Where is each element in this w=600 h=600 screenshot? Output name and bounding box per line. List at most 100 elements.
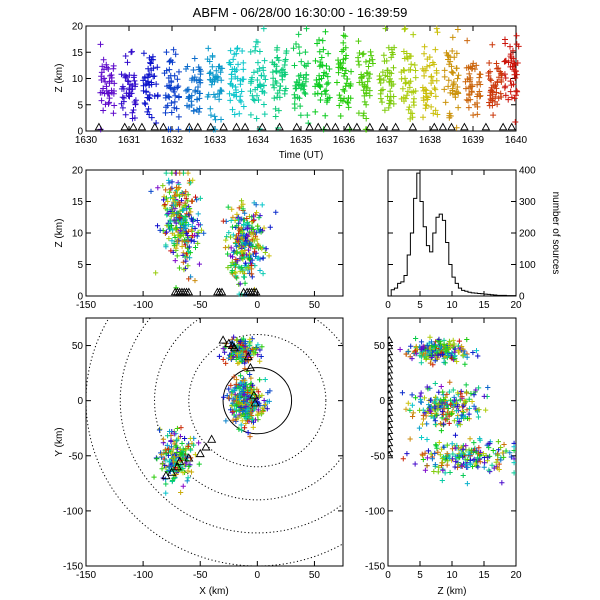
source-mark xyxy=(464,336,470,343)
source-mark xyxy=(440,411,446,418)
source-mark xyxy=(490,112,497,119)
source-mark xyxy=(320,46,327,53)
source-mark xyxy=(465,464,471,470)
source-mark xyxy=(260,67,267,74)
source-mark xyxy=(302,49,309,56)
source-mark xyxy=(442,360,448,366)
source-mark xyxy=(189,217,195,223)
source-mark xyxy=(196,105,203,112)
source-mark xyxy=(171,217,177,223)
source-mark xyxy=(180,483,186,489)
source-mark xyxy=(465,97,472,104)
source-mark xyxy=(450,78,457,85)
source-mark xyxy=(380,52,387,59)
source-mark xyxy=(245,265,251,271)
time-height-panel: 1630 1631 1632 1633 1634 1635 1636 1637 1638 1639… xyxy=(54,22,528,162)
source-mark xyxy=(480,451,486,457)
source-mark xyxy=(267,388,273,394)
source-mark xyxy=(159,461,166,467)
source-mark xyxy=(181,267,187,273)
source-mark xyxy=(412,335,419,342)
source-mark xyxy=(249,271,255,277)
source-mark xyxy=(477,81,484,88)
source-mark xyxy=(428,339,435,345)
source-mark xyxy=(240,103,247,110)
source-mark xyxy=(444,391,450,398)
source-mark xyxy=(170,249,176,255)
source-mark xyxy=(386,79,393,86)
source-mark xyxy=(239,358,245,365)
source-mark xyxy=(503,448,509,454)
source-mark xyxy=(234,236,241,242)
ground-strike-marker xyxy=(388,335,394,344)
source-mark xyxy=(142,101,149,108)
source-mark xyxy=(325,50,332,57)
source-mark xyxy=(174,449,180,456)
source-mark xyxy=(481,393,487,400)
source-mark xyxy=(507,53,514,60)
source-mark xyxy=(498,78,505,85)
source-mark xyxy=(169,238,175,244)
source-mark xyxy=(449,34,456,41)
source-mark xyxy=(180,259,186,265)
source-mark xyxy=(409,392,415,398)
ground-strike-marker xyxy=(240,122,250,131)
source-mark xyxy=(472,461,478,467)
source-mark xyxy=(298,58,305,65)
source-mark xyxy=(492,93,499,100)
source-mark xyxy=(140,82,147,89)
source-mark xyxy=(256,244,262,250)
source-mark xyxy=(477,437,483,443)
source-mark xyxy=(197,71,204,78)
source-mark xyxy=(469,65,476,72)
source-mark xyxy=(366,75,373,82)
source-mark xyxy=(188,209,194,215)
source-mark xyxy=(238,198,245,204)
source-mark xyxy=(428,413,434,419)
source-mark xyxy=(438,397,444,403)
source-mark xyxy=(225,265,231,271)
source-mark xyxy=(335,64,342,71)
source-mark xyxy=(336,92,343,99)
source-mark xyxy=(429,456,435,462)
source-mark xyxy=(209,63,216,70)
source-mark xyxy=(460,472,466,479)
source-mark xyxy=(154,92,161,99)
source-mark xyxy=(384,67,391,74)
x-tick-label: 1635 xyxy=(290,135,313,146)
source-mark xyxy=(229,106,236,113)
source-mark xyxy=(236,227,243,233)
source-mark xyxy=(167,126,174,133)
source-mark xyxy=(172,218,178,224)
source-mark xyxy=(242,280,248,286)
source-mark xyxy=(303,71,310,78)
source-mark xyxy=(471,392,477,398)
source-mark xyxy=(226,229,232,236)
source-mark xyxy=(100,56,107,63)
source-mark xyxy=(466,92,473,99)
source-mark xyxy=(412,74,419,81)
source-mark xyxy=(144,108,151,115)
source-mark xyxy=(191,55,198,62)
source-mark xyxy=(262,403,268,409)
ground-strike-marker xyxy=(137,122,147,131)
source-mark xyxy=(445,458,451,464)
ground-strike-marker xyxy=(388,384,394,392)
source-mark xyxy=(190,177,196,183)
source-mark xyxy=(413,351,419,357)
source-mark xyxy=(165,222,172,228)
source-mark xyxy=(231,334,237,340)
source-mark xyxy=(359,51,366,58)
source-mark xyxy=(171,241,177,247)
source-mark xyxy=(476,445,482,451)
source-mark xyxy=(204,56,211,63)
source-mark xyxy=(174,242,180,248)
source-mark xyxy=(248,375,254,381)
source-mark xyxy=(486,99,493,106)
source-mark xyxy=(412,395,419,401)
source-mark xyxy=(168,77,175,84)
source-mark xyxy=(364,78,371,85)
ground-strike-marker xyxy=(94,122,104,131)
source-mark xyxy=(240,336,247,342)
source-mark xyxy=(236,110,243,117)
